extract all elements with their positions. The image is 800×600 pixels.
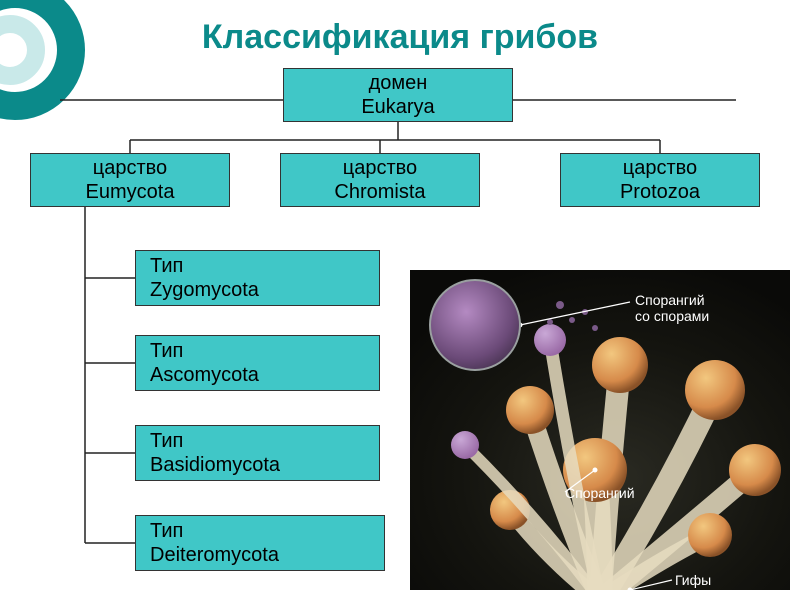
- node-type-deiteromycota: Тип Deiteromycota: [135, 515, 385, 571]
- node-type-zygomycota: Тип Zygomycota: [135, 250, 380, 306]
- node-line1: царство: [343, 156, 417, 180]
- node-line2: Deiteromycota: [150, 543, 279, 567]
- node-line1: Тип: [150, 339, 183, 363]
- node-line2: Zygomycota: [150, 278, 259, 302]
- node-line2: Eumycota: [86, 180, 175, 204]
- microscopy-illustration: Спорангийсо спорами Спорангий Гифы: [410, 270, 790, 590]
- node-line1: царство: [623, 156, 697, 180]
- node-type-basidiomycota: Тип Basidiomycota: [135, 425, 380, 481]
- node-kingdom-protozoa: царство Protozoa: [560, 153, 760, 207]
- label-sporangium-with-spores: Спорангийсо спорами: [635, 292, 709, 324]
- node-line1: царство: [93, 156, 167, 180]
- node-line2: Chromista: [334, 180, 425, 204]
- slide-title: Классификация грибов: [0, 18, 800, 57]
- node-line1: Тип: [150, 429, 183, 453]
- node-line2: Protozoa: [620, 180, 700, 204]
- node-line2: Basidiomycota: [150, 453, 280, 477]
- node-line2: Eukarya: [361, 95, 434, 119]
- node-line1: домен: [369, 71, 428, 95]
- node-line1: Тип: [150, 519, 183, 543]
- node-type-ascomycota: Тип Ascomycota: [135, 335, 380, 391]
- node-kingdom-chromista: царство Chromista: [280, 153, 480, 207]
- node-line1: Тип: [150, 254, 183, 278]
- label-sporangium: Спорангий: [565, 485, 635, 501]
- label-hyphae: Гифы: [675, 572, 711, 588]
- node-kingdom-eumycota: царство Eumycota: [30, 153, 230, 207]
- node-line2: Ascomycota: [150, 363, 259, 387]
- inset-magnified-view: [429, 279, 521, 371]
- node-domain-eukarya: домен Eukarya: [283, 68, 513, 122]
